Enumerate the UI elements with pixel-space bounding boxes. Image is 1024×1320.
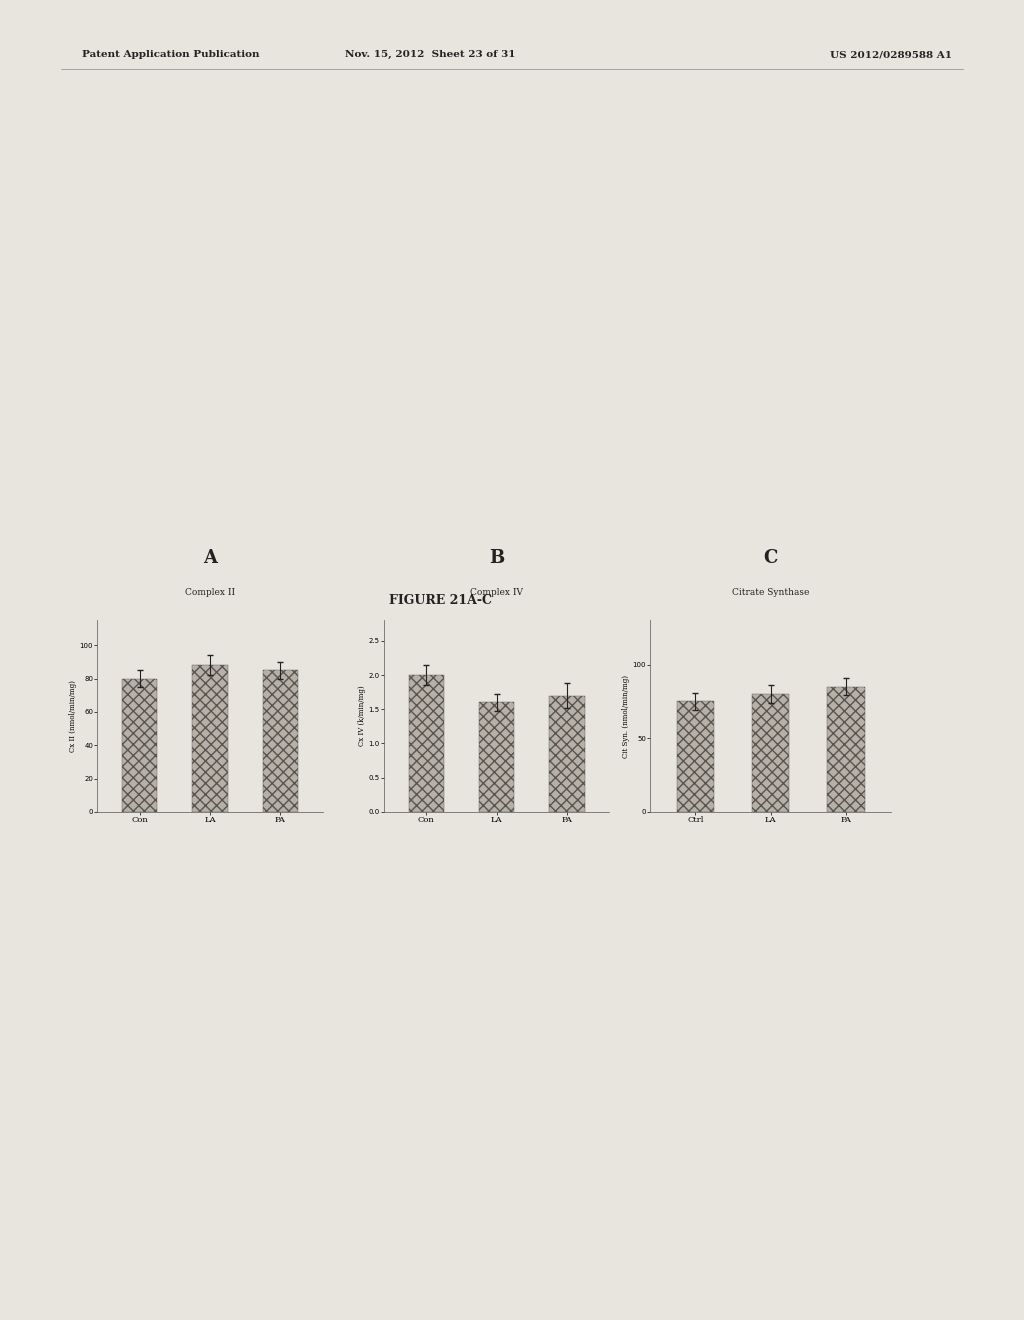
Text: Nov. 15, 2012  Sheet 23 of 31: Nov. 15, 2012 Sheet 23 of 31 <box>345 50 515 59</box>
Bar <box>409 675 443 812</box>
Text: FIGURE 21A-C: FIGURE 21A-C <box>389 594 492 607</box>
Bar <box>122 678 157 812</box>
Bar <box>193 665 227 812</box>
Bar <box>263 671 298 812</box>
Text: C: C <box>763 549 778 566</box>
Bar <box>677 701 714 812</box>
Bar <box>550 696 585 812</box>
Text: A: A <box>203 549 217 566</box>
Bar <box>752 694 790 812</box>
Bar <box>479 702 514 812</box>
Y-axis label: Cx IV (k/min/mg): Cx IV (k/min/mg) <box>357 686 366 746</box>
Text: Patent Application Publication: Patent Application Publication <box>82 50 259 59</box>
Text: B: B <box>489 549 504 566</box>
Bar <box>827 686 864 812</box>
Text: Citrate Synthase: Citrate Synthase <box>732 589 809 598</box>
Text: US 2012/0289588 A1: US 2012/0289588 A1 <box>830 50 952 59</box>
Y-axis label: Cx II (nmol/min/mg): Cx II (nmol/min/mg) <box>69 680 77 752</box>
Text: Complex IV: Complex IV <box>470 589 523 598</box>
Y-axis label: Cit Syn. (nmol/min/mg): Cit Syn. (nmol/min/mg) <box>622 675 630 758</box>
Text: Complex II: Complex II <box>185 589 234 598</box>
